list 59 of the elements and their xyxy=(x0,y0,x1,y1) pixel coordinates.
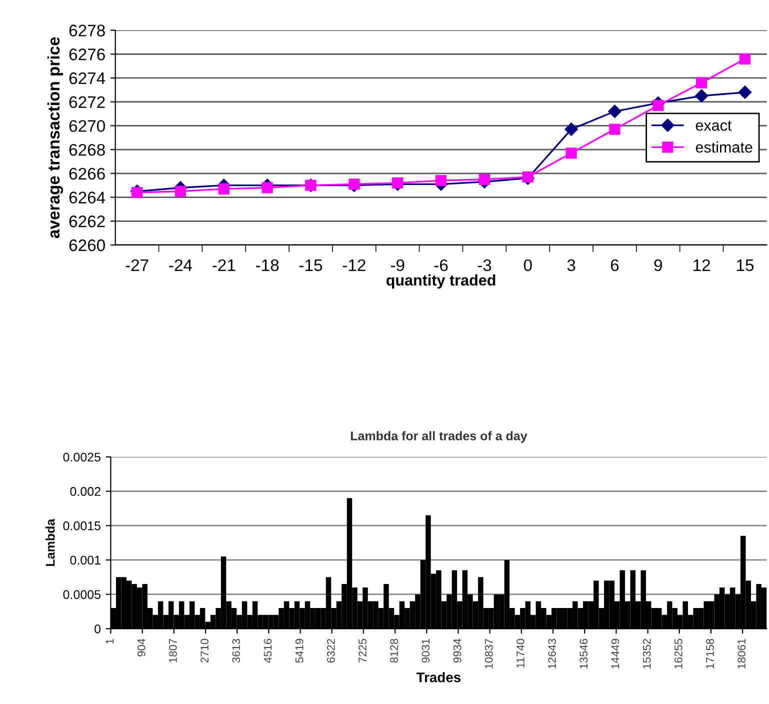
x-tick-label: 12 xyxy=(694,259,710,271)
x-tick-label: 7225 xyxy=(358,638,366,663)
x-tick-label: 14449 xyxy=(611,638,620,668)
x-tick-label: 2710 xyxy=(200,638,208,663)
chart-title: Lambda for all trades of a day xyxy=(350,431,528,443)
x-tick-label: 4516 xyxy=(264,638,272,663)
x-tick-label: -12 xyxy=(342,259,366,271)
x-tick-label: 16255 xyxy=(674,638,682,668)
x-tick-label: 3613 xyxy=(232,638,240,663)
y-tick-label: 6270 xyxy=(69,120,105,132)
y-tick-label: 0.001 xyxy=(70,556,100,565)
y-tick-label: 6266 xyxy=(69,168,105,180)
y-tick-label: 6278 xyxy=(69,24,105,36)
x-tick-label: -27 xyxy=(126,259,148,271)
x-tick-label: -15 xyxy=(299,259,322,272)
y-tick-label: 0 xyxy=(94,624,101,634)
x-tick-label: 6322 xyxy=(326,638,335,663)
y-tick-label: 6264 xyxy=(69,192,106,204)
x-tick-label: 8128 xyxy=(390,638,398,663)
legend-label: estimate xyxy=(696,141,752,153)
y-tick-label: 0.002 xyxy=(70,487,100,496)
x-tick-label: 3 xyxy=(567,259,576,272)
y-axis-title: Lambda xyxy=(46,518,55,566)
y-tick-label: 0.0015 xyxy=(63,521,100,530)
y-tick-label: 6268 xyxy=(69,144,105,156)
y-tick-label: 0.0005 xyxy=(63,590,100,599)
x-tick-label: 18061 xyxy=(738,638,746,668)
y-tick-label: 6260 xyxy=(69,239,105,252)
x-tick-label: 15352 xyxy=(642,638,651,668)
x-tick-label: 10837 xyxy=(484,638,493,668)
y-tick-label: 6274 xyxy=(69,72,106,84)
y-tick-label: 6272 xyxy=(69,96,105,108)
x-tick-label: 15 xyxy=(736,259,754,272)
x-tick-label: -6 xyxy=(434,259,448,272)
y-axis-title: average transaction price xyxy=(47,37,63,238)
x-tick-label: 9 xyxy=(654,259,662,272)
x-tick-label: 13546 xyxy=(580,638,588,668)
x-axis-title: quantity traded xyxy=(386,274,496,289)
x-tick-label: 1 xyxy=(106,638,114,644)
x-axis-title: Trades xyxy=(416,672,461,682)
x-tick-label: 11740 xyxy=(516,638,524,668)
y-tick-label: 0.0025 xyxy=(63,452,100,462)
x-tick-label: 9031 xyxy=(422,638,430,663)
legend-label: exact xyxy=(696,120,732,131)
x-tick-label: 17158 xyxy=(706,638,714,668)
x-tick-label: 6 xyxy=(610,259,619,272)
y-tick-label: 6262 xyxy=(69,216,105,228)
x-tick-label: 904 xyxy=(137,638,146,656)
x-tick-label: 5419 xyxy=(295,638,304,663)
x-tick-label: 9934 xyxy=(453,638,462,663)
x-tick-label: -24 xyxy=(169,259,192,271)
x-tick-label: -3 xyxy=(478,259,492,272)
y-tick-label: 6276 xyxy=(69,48,105,60)
x-tick-label: 1807 xyxy=(169,638,177,662)
x-tick-label: 12643 xyxy=(548,638,556,668)
x-tick-label: 0 xyxy=(524,259,532,272)
x-tick-label: -9 xyxy=(390,259,404,272)
x-tick-label: -21 xyxy=(212,259,236,271)
x-tick-label: -18 xyxy=(256,259,279,272)
